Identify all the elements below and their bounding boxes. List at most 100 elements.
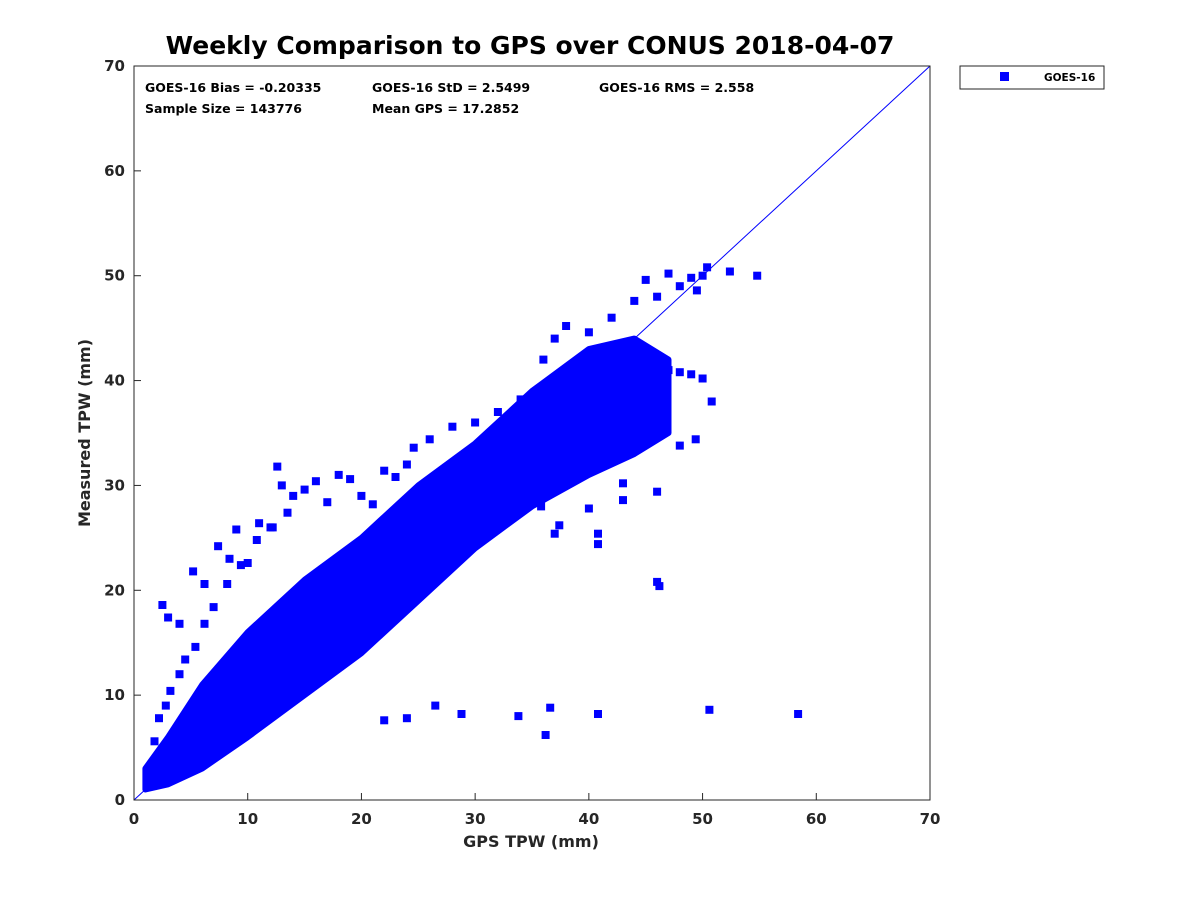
data-point	[675, 441, 684, 450]
y-tick-label: 60	[104, 162, 125, 180]
data-point	[181, 655, 190, 664]
data-point	[641, 275, 650, 284]
data-point	[691, 435, 700, 444]
data-point	[189, 567, 198, 576]
data-point	[584, 504, 593, 513]
data-point	[594, 529, 602, 538]
data-point	[402, 531, 411, 540]
chart-title: Weekly Comparison to GPS over CONUS 2018…	[166, 31, 895, 60]
data-point	[283, 508, 292, 517]
axes-box	[133, 65, 931, 801]
data-point	[619, 496, 627, 505]
data-point	[175, 670, 184, 679]
data-point	[705, 705, 714, 714]
x-tick-label: 10	[237, 810, 258, 828]
data-point	[725, 267, 734, 276]
y-tick-label: 20	[104, 581, 125, 599]
data-point	[664, 269, 673, 278]
data-point	[236, 561, 245, 570]
data-point	[391, 473, 400, 481]
data-point	[493, 408, 502, 416]
data-point	[562, 322, 571, 330]
data-point	[357, 571, 366, 580]
data-point	[164, 768, 173, 777]
data-point	[539, 355, 548, 364]
data-point	[550, 334, 559, 343]
data-point	[794, 710, 803, 718]
data-point	[380, 552, 389, 561]
data-point	[346, 584, 355, 593]
reference-line-group	[133, 65, 931, 801]
data-point	[539, 420, 548, 429]
data-point	[448, 491, 457, 500]
data-point	[158, 601, 167, 609]
data-point	[448, 470, 457, 479]
data-point	[239, 674, 248, 683]
data-point	[414, 523, 423, 532]
data-point	[391, 544, 400, 553]
data-point	[698, 374, 707, 383]
data-point	[687, 370, 696, 379]
data-point	[346, 475, 355, 484]
data-point	[753, 271, 762, 280]
data-point	[223, 580, 232, 588]
data-point	[161, 701, 170, 710]
data-point	[675, 368, 684, 377]
data-point	[546, 703, 555, 712]
data-point	[692, 286, 701, 295]
data-point	[641, 364, 650, 372]
data-point	[471, 418, 480, 427]
data-point	[311, 477, 320, 486]
data-point	[425, 510, 434, 519]
stats-annotations: GOES-16 Bias = -0.20335 GOES-16 StD = 2.…	[145, 80, 754, 116]
data-point	[653, 292, 662, 301]
data-point	[175, 619, 184, 628]
data-point	[182, 754, 191, 763]
data-point	[653, 487, 662, 496]
stat-sample-size: Sample Size = 143776	[145, 101, 302, 116]
data-point	[459, 485, 468, 494]
data-point	[653, 376, 662, 385]
data-point	[200, 619, 209, 628]
stat-rms: GOES-16 RMS = 2.558	[599, 80, 754, 95]
data-point	[555, 521, 564, 530]
data-point	[437, 504, 445, 513]
data-point	[594, 540, 602, 549]
data-point	[516, 481, 525, 490]
y-tick-label: 10	[104, 686, 125, 704]
data-point	[550, 416, 559, 425]
x-tick-label: 20	[351, 810, 372, 828]
stat-std: GOES-16 StD = 2.5499	[372, 80, 530, 95]
data-point	[257, 657, 266, 666]
data-point	[255, 519, 264, 528]
data-point	[457, 710, 466, 718]
data-point	[334, 470, 343, 479]
data-point	[205, 707, 214, 716]
x-tick-label: 30	[465, 810, 486, 828]
x-tick-label: 0	[129, 810, 139, 828]
data-point	[550, 529, 559, 538]
data-point	[573, 399, 582, 408]
data-point	[607, 313, 616, 322]
data-point	[164, 613, 173, 622]
data-point	[630, 296, 639, 305]
data-point	[431, 701, 440, 710]
y-tick-label: 30	[104, 476, 125, 494]
data-point	[311, 611, 320, 620]
data-point	[189, 731, 198, 739]
data-points	[142, 263, 803, 793]
data-point	[214, 542, 223, 551]
data-point	[402, 714, 411, 723]
data-point	[225, 554, 234, 563]
data-point	[655, 582, 664, 591]
data-point	[596, 385, 605, 393]
data-point	[191, 642, 200, 651]
data-point	[198, 739, 207, 748]
data-point	[368, 565, 377, 574]
data-point	[157, 760, 166, 769]
legend-marker	[1000, 72, 1009, 81]
data-point	[380, 716, 389, 725]
data-point	[448, 422, 457, 431]
data-point	[425, 435, 434, 444]
data-point	[482, 468, 491, 477]
